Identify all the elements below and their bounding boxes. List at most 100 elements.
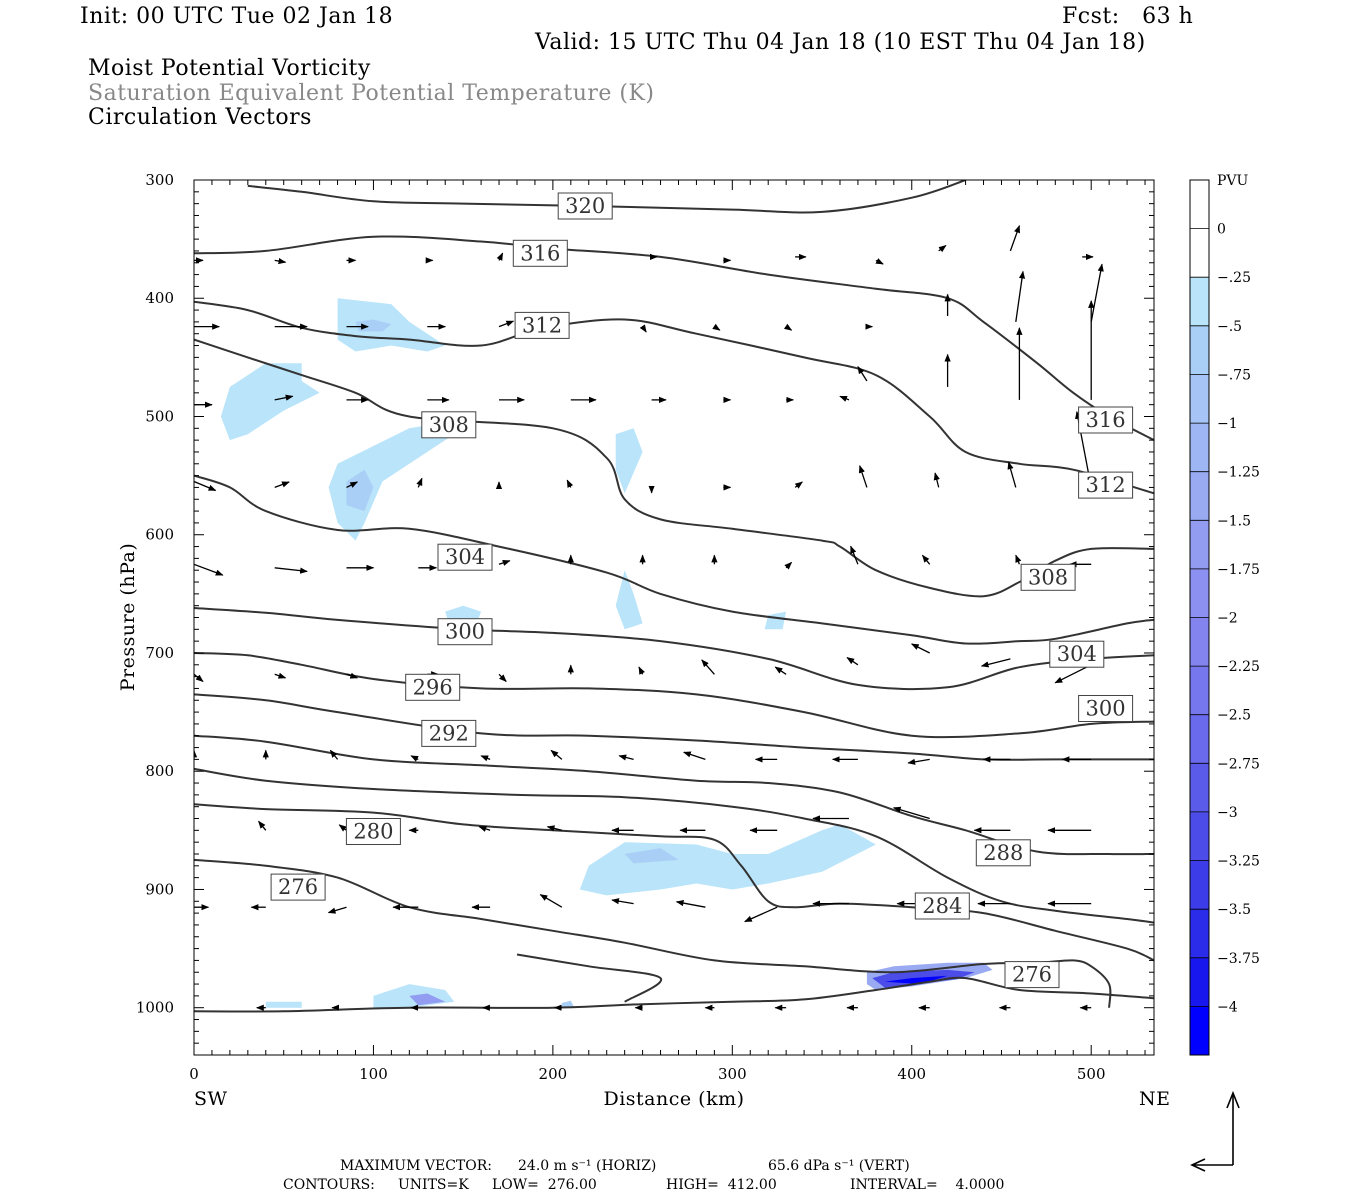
- contour-label-6: 304: [445, 545, 485, 569]
- colorbar-swatch-13: [1190, 811, 1209, 861]
- max-vector-label: MAXIMUM VECTOR:: [340, 1158, 492, 1174]
- colorbar-swatch-10: [1190, 666, 1209, 716]
- y-tick-label-500: 500: [145, 407, 174, 425]
- mpv-region-2: [220, 363, 320, 441]
- colorbar-unit: PVU: [1217, 173, 1249, 189]
- colorbar-label-6: −1.5: [1217, 513, 1251, 529]
- colorbar-swatch-12: [1190, 763, 1209, 813]
- colorbar-swatch-3: [1190, 325, 1209, 375]
- circulation-vector-100: [892, 806, 930, 820]
- contour-low: LOW= 276.00: [492, 1177, 597, 1193]
- contour-label-14: 288: [983, 841, 1023, 865]
- colorbar-swatch-7: [1190, 520, 1209, 570]
- circulation-vector-108: [539, 894, 563, 908]
- colorbar-label-13: −3.25: [1217, 854, 1260, 870]
- colorbar-label-7: −1.75: [1217, 562, 1260, 578]
- circulation-vector-55: [498, 559, 511, 566]
- circulation-vector-52: [274, 567, 308, 574]
- contour-label-8: 300: [445, 620, 485, 644]
- circulation-vector-65: [274, 672, 287, 679]
- theta-contour-312-2: [194, 300, 1154, 495]
- theta-contour-304-4: [194, 474, 1154, 645]
- mpv-region-13: [265, 1001, 302, 1008]
- circulation-vector-61: [921, 554, 931, 565]
- colorbar-label-2: −.5: [1217, 319, 1242, 335]
- contour-label-box-13: [345, 818, 401, 845]
- contour-label-box-8: [437, 618, 493, 646]
- circulation-vector-48: [933, 472, 940, 488]
- contour-label-1: 316: [520, 241, 560, 265]
- colorbar-frame: [1189, 179, 1210, 1056]
- circulation-vector-91: [258, 820, 267, 831]
- mpv-region-4: [346, 469, 374, 512]
- colorbar-label-15: −3.75: [1217, 951, 1260, 967]
- x-tick-label-500: 500: [1077, 1065, 1106, 1083]
- contour-label-box-17: [1004, 961, 1060, 989]
- y-tick-label-800: 800: [145, 762, 174, 780]
- colorbar-swatch-11: [1190, 714, 1209, 764]
- circulation-vector-76: [1054, 664, 1092, 684]
- field-title-vectors: Circulation Vectors: [88, 105, 312, 130]
- contour-label-4: 316: [1086, 408, 1126, 432]
- circulation-vector-47: [858, 465, 868, 488]
- theta-contour-276-12: [516, 953, 662, 1003]
- circulation-vector-39: [274, 481, 290, 489]
- mpv-region-8: [764, 611, 787, 630]
- circulation-vector-109: [611, 898, 634, 905]
- theta-contour-284-9: [194, 767, 1154, 924]
- field-title-mpv: Moist Potential Vorticity: [88, 56, 371, 81]
- mpv-fill-layer: [220, 298, 993, 1008]
- contour-label-box-2: [514, 311, 570, 339]
- circulation-vector-72: [774, 666, 787, 675]
- colorbar-swatch-5: [1190, 423, 1209, 473]
- theta-contour-316-1: [194, 235, 1154, 441]
- colorbar-label-3: −.75: [1217, 367, 1251, 383]
- contour-label-17: 276: [1012, 963, 1052, 987]
- circulation-vector-22: [1015, 270, 1026, 322]
- circulation-vector-68: [498, 673, 507, 683]
- y-tick-label-700: 700: [145, 644, 174, 662]
- mpv-region-0: [337, 298, 446, 352]
- forecast-hour: Fcst: 63 h: [1062, 4, 1194, 29]
- circulation-vector-19: [783, 323, 793, 331]
- circulation-vector-43: [566, 479, 574, 488]
- circulation-vector-23: [1090, 263, 1104, 323]
- circulation-vector-75: [980, 658, 1011, 668]
- circulation-vector-59: [784, 561, 793, 570]
- circulation-vector-105: [327, 906, 347, 914]
- y-tick-label-1000: 1000: [136, 999, 174, 1017]
- field-title-theta-es: Saturation Equivalent Potential Temperat…: [88, 81, 655, 106]
- contour-label-box-10: [405, 673, 461, 701]
- colorbar-swatch-17: [1190, 1006, 1209, 1056]
- circulation-vector-8: [875, 258, 884, 265]
- pv-colorbar: PVU 0 −.25 −.5 −.75 −1 −1.25 −1.5 −1.75 −2 −2.25 −2…: [1189, 173, 1260, 1056]
- colorbar-swatch-6: [1190, 471, 1209, 521]
- mpv-region-17: [884, 975, 948, 985]
- y-tick-label-900: 900: [145, 880, 174, 898]
- circulation-vector-25: [274, 394, 294, 401]
- circulation-vector-60: [850, 545, 859, 565]
- x-tick-label-200: 200: [539, 1065, 568, 1083]
- circulation-vector-74: [911, 643, 930, 654]
- mpv-region-14: [561, 1000, 575, 1008]
- contour-label-box-5: [1078, 471, 1134, 499]
- colorbar-label-8: −2: [1217, 611, 1238, 627]
- max-horiz-vector: 24.0 m s⁻¹ (HORIZ): [518, 1158, 657, 1174]
- mpv-region-5: [615, 428, 643, 494]
- colorbar-swatch-8: [1190, 568, 1209, 618]
- contour-high: HIGH= 412.00: [666, 1177, 777, 1193]
- y-tick-label-400: 400: [145, 289, 174, 307]
- circulation-vector-110: [675, 900, 706, 908]
- contour-label-box-16: [914, 892, 970, 920]
- mpv-region-6: [615, 570, 643, 630]
- theta-contour-292-7: [194, 693, 1154, 761]
- mpv-region-10: [624, 848, 679, 864]
- colorbar-label-9: −2.25: [1217, 659, 1260, 675]
- circulation-vector-18: [712, 323, 721, 331]
- contour-label-box-7: [1020, 563, 1076, 591]
- circulation-vector-16: [498, 320, 515, 328]
- contour-label-box-3: [421, 411, 477, 439]
- contour-label-box-6: [437, 543, 493, 571]
- x-tick-label-0: 0: [189, 1065, 199, 1083]
